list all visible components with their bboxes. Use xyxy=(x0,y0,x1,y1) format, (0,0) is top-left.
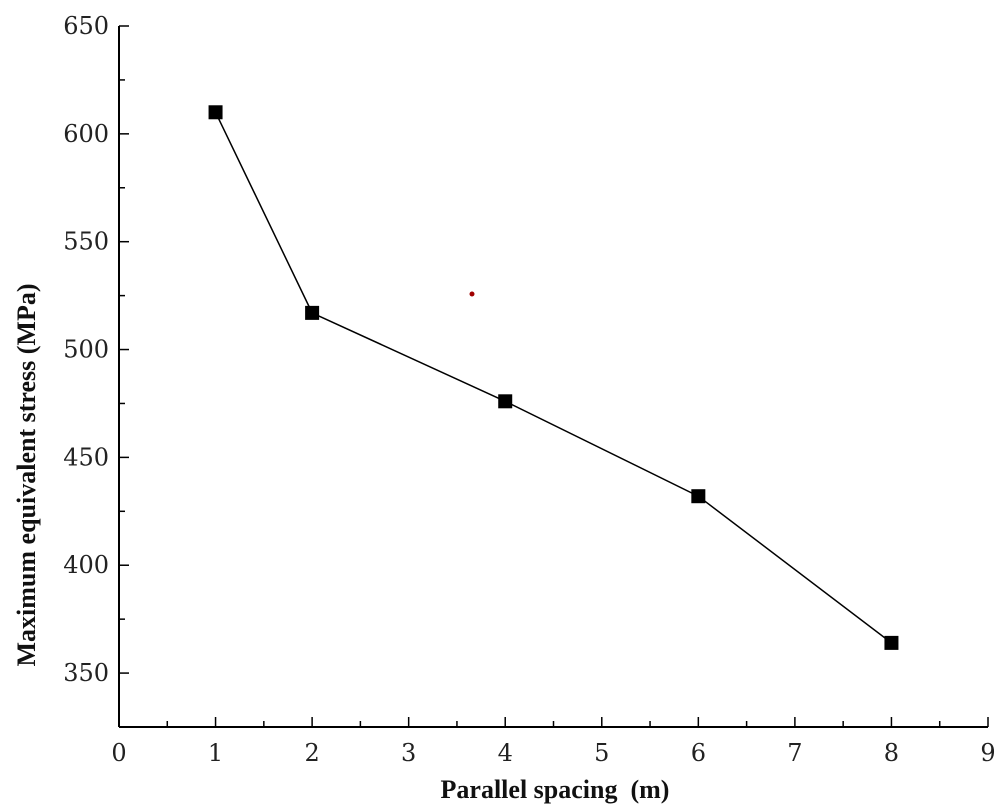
y-tick-label: 500 xyxy=(63,336,109,364)
x-tick-label: 3 xyxy=(401,739,416,767)
data-point xyxy=(498,394,513,409)
x-tick-label: 7 xyxy=(787,739,802,767)
data-point xyxy=(305,305,320,320)
x-ticks: 0 1 2 3 4 5 6 7 8 9 xyxy=(111,717,996,767)
y-tick-label: 350 xyxy=(63,659,109,687)
axes xyxy=(118,26,988,728)
x-tick-label: 0 xyxy=(111,739,126,767)
x-axis-title: Parallel spacing (m) xyxy=(441,775,670,804)
y-tick-label: 550 xyxy=(63,228,109,256)
x-tick-label: 8 xyxy=(884,739,899,767)
y-tick-label: 650 xyxy=(63,12,109,40)
data-point xyxy=(691,489,706,504)
y-ticks: 350 400 450 500 550 600 650 xyxy=(63,12,129,728)
x-tick-label: 6 xyxy=(691,739,706,767)
x-tick-label: 4 xyxy=(498,739,513,767)
x-tick-label: 1 xyxy=(208,739,223,767)
y-axis-title: Maximum equivalent stress (MPa) xyxy=(12,284,41,667)
y-tick-label: 600 xyxy=(63,120,109,148)
data-point xyxy=(884,635,899,650)
y-tick-label: 400 xyxy=(63,551,109,579)
x-tick-label: 5 xyxy=(594,739,609,767)
x-tick-label: 9 xyxy=(980,739,995,767)
stray-mark xyxy=(469,291,475,297)
series-group xyxy=(208,105,899,650)
series-line xyxy=(214,111,892,644)
x-tick-label: 2 xyxy=(304,739,319,767)
data-point xyxy=(208,105,223,120)
y-tick-label: 450 xyxy=(63,443,109,471)
